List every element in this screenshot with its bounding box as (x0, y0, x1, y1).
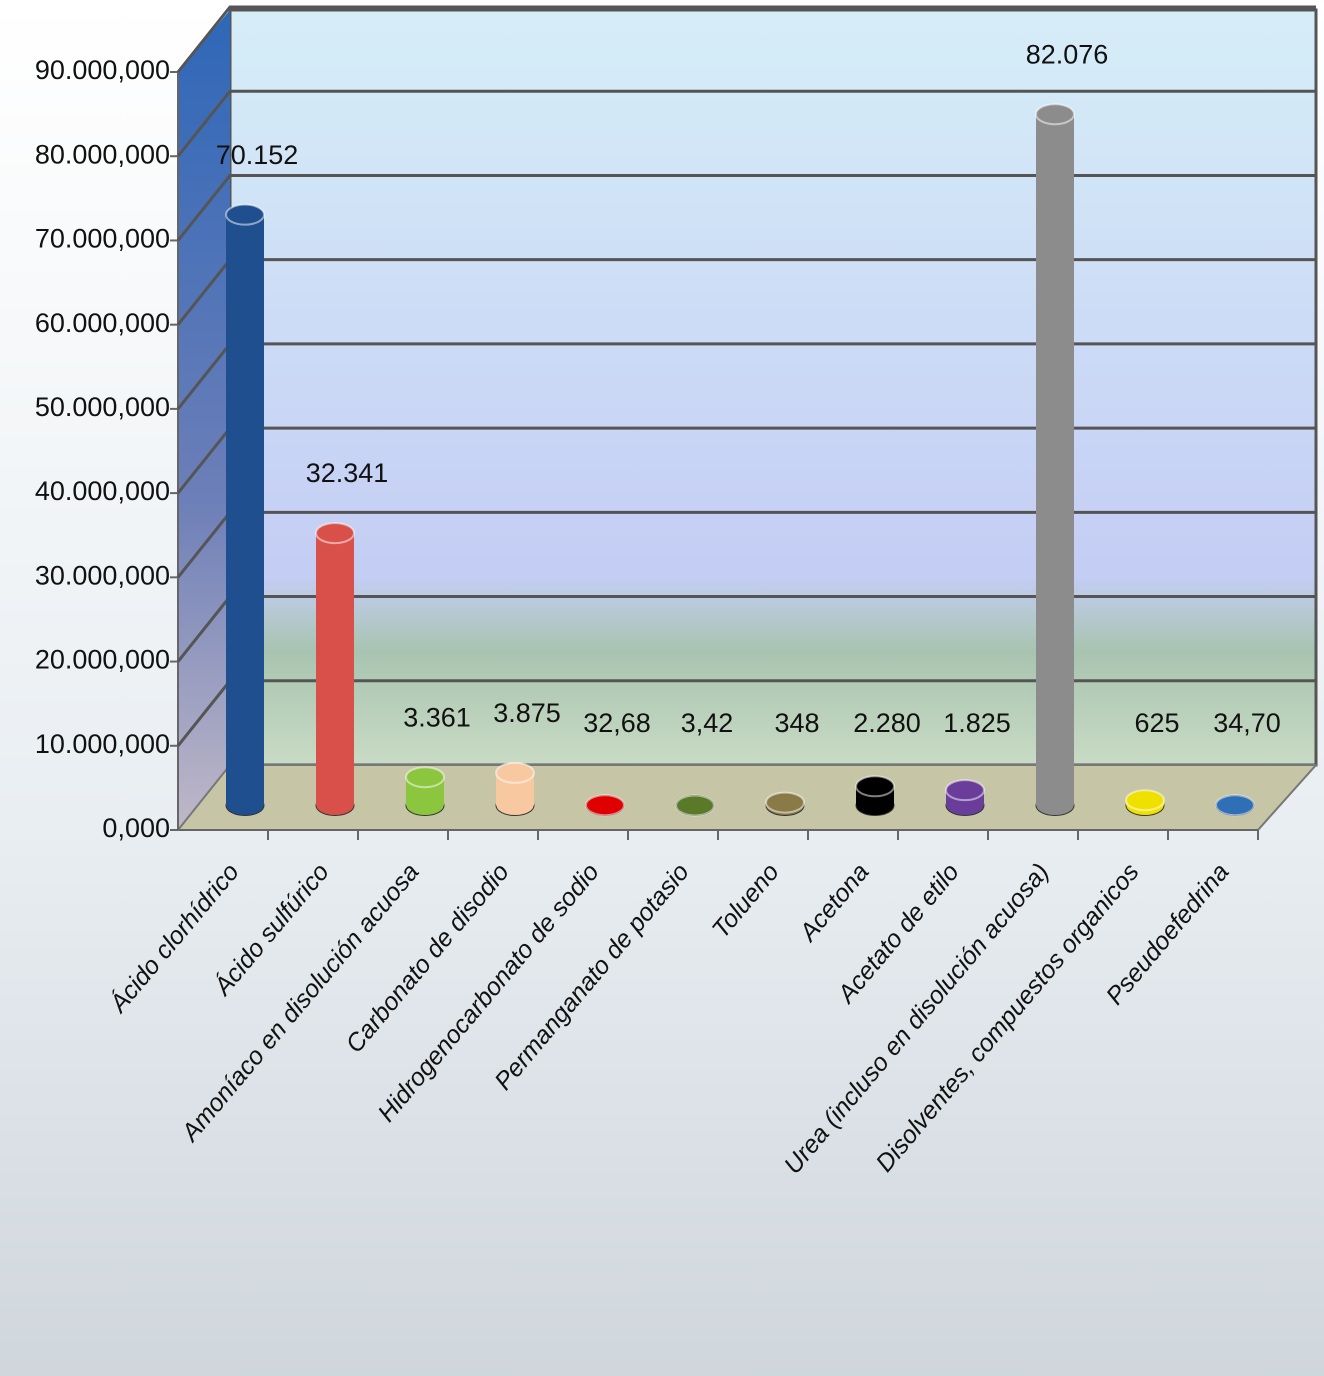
value-label: 3.361 (403, 702, 471, 732)
grid-line (176, 173, 1316, 242)
bar-cap (585, 794, 625, 817)
value-label: 3.875 (493, 698, 561, 728)
side-wall (178, 10, 230, 830)
bar (226, 214, 264, 806)
value-label: 32,68 (583, 708, 651, 738)
y-tick-label: 70.000,000 (35, 224, 170, 254)
bar-cap (855, 775, 895, 798)
bar-cap (1035, 103, 1075, 126)
y-tick-label: 80.000,000 (35, 139, 170, 169)
bar-cap (225, 203, 265, 226)
grid-line (176, 89, 1316, 158)
y-tick-label: 90.000,000 (35, 55, 170, 85)
value-label: 32.341 (306, 458, 389, 488)
y-tick-label: 20.000,000 (35, 645, 170, 675)
bar-cap (1215, 794, 1255, 817)
bar-cap (675, 794, 715, 817)
back-wall (228, 8, 1318, 767)
grid-line (176, 5, 1316, 73)
value-label: 82.076 (1026, 39, 1109, 69)
value-label: 1.825 (943, 708, 1011, 738)
bar-cap (315, 522, 355, 545)
y-tick-label: 10.000,000 (35, 729, 170, 759)
y-tick-label: 0,000 (102, 813, 170, 843)
bar (1036, 114, 1074, 806)
value-label: 348 (774, 708, 819, 738)
bar-cap (405, 766, 445, 789)
value-label: 34,70 (1213, 708, 1281, 738)
bar-cap (765, 791, 805, 814)
y-tick-label: 50.000,000 (35, 392, 170, 422)
bar (316, 533, 354, 806)
value-label: 625 (1134, 708, 1179, 738)
bar-cap (495, 761, 535, 784)
value-label: 3,42 (681, 708, 734, 738)
bar-cap (1125, 789, 1165, 812)
y-tick-label: 30.000,000 (35, 560, 170, 590)
y-tick-label: 60.000,000 (35, 308, 170, 338)
bar-cap (945, 779, 985, 802)
y-tick-label: 40.000,000 (35, 476, 170, 506)
value-label: 70.152 (216, 140, 299, 170)
value-label: 2.280 (853, 708, 921, 738)
